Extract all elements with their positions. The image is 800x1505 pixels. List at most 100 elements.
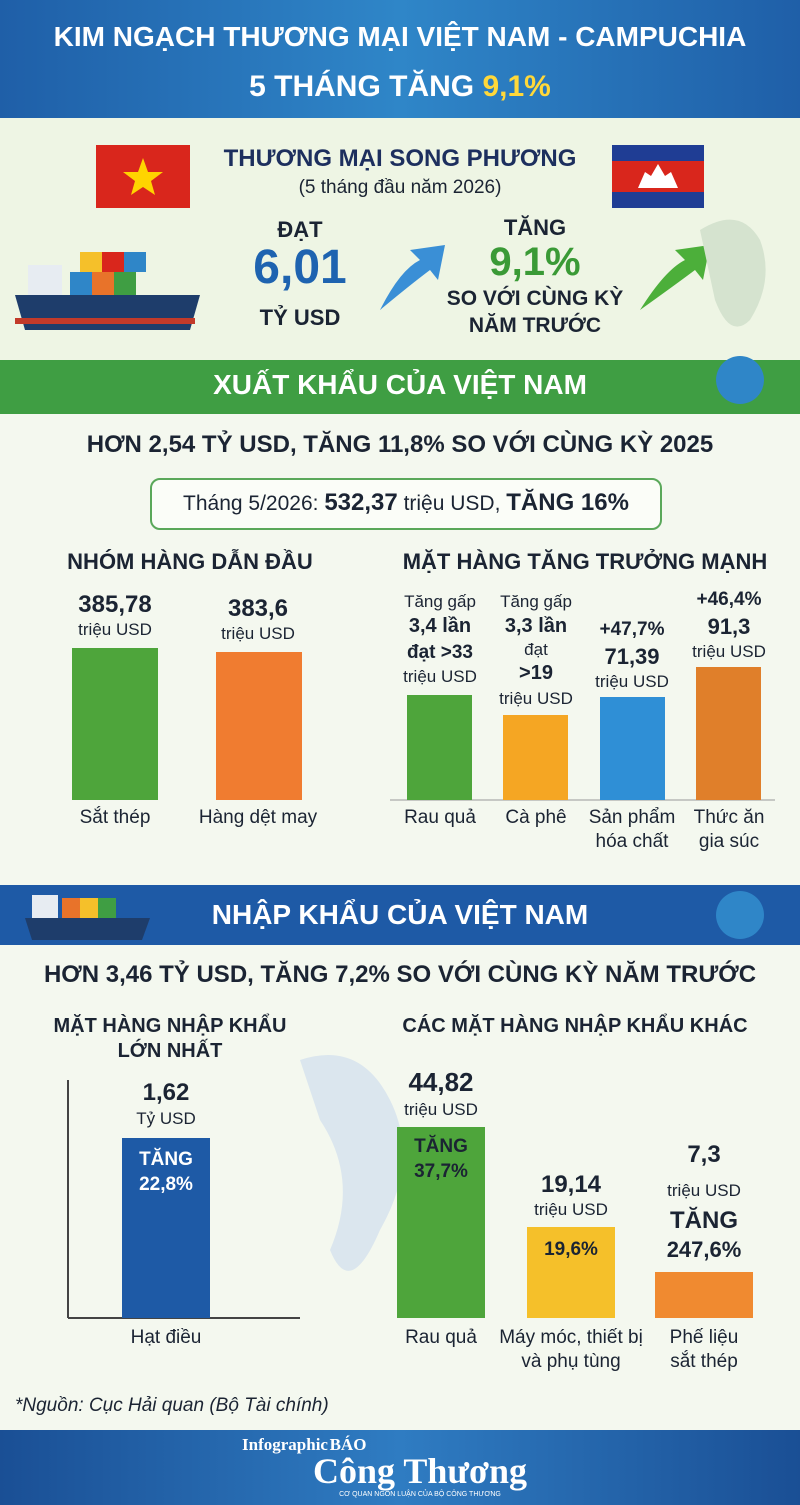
bar-text: TĂNG	[139, 1149, 193, 1170]
item-text: Tăng gấp	[500, 592, 572, 611]
brand-band	[0, 1430, 800, 1505]
bar	[655, 1272, 753, 1318]
month-unit: triệu USD,	[403, 492, 501, 515]
period: (5 tháng đầu năm 2026)	[298, 177, 502, 198]
section-title: THƯƠNG MẠI SONG PHƯƠNG	[223, 145, 577, 172]
item-text: 19,14	[540, 1171, 602, 1198]
label: ĐẠT	[277, 217, 323, 242]
item-label: hóa chất	[595, 831, 669, 852]
item-label: sắt thép	[670, 1351, 738, 1372]
bar	[72, 648, 158, 800]
item-label: Sắt thép	[79, 807, 151, 828]
item-label: Rau quả	[404, 807, 476, 828]
group-title: LỚN NHẤT	[117, 1040, 223, 1062]
item-text: 3,3 lần	[504, 615, 568, 637]
item-text: 7,3	[687, 1141, 721, 1168]
bar-text: 19,6%	[544, 1239, 598, 1260]
map-shape	[700, 219, 766, 327]
item-label: và phụ tùng	[521, 1351, 621, 1372]
summary: HƠN 3,46 TỶ USD, TĂNG 7,2% SO VỚI CÙNG K…	[43, 961, 757, 988]
bar	[527, 1227, 615, 1318]
note: NĂM TRƯỚC	[468, 314, 602, 337]
item-text: TĂNG	[670, 1207, 738, 1234]
group-title: MẶT HÀNG TĂNG TRƯỞNG MẠNH	[402, 549, 768, 574]
item-text: triệu USD	[78, 620, 152, 639]
item-text: triệu USD	[404, 1100, 478, 1119]
ship-import	[25, 895, 150, 940]
bar	[503, 715, 568, 800]
item-label: Sản phẩm	[588, 807, 676, 828]
note: SO VỚI CÙNG KỲ	[446, 287, 624, 310]
globe-icon	[716, 891, 764, 939]
item-text: +46,4%	[696, 589, 762, 610]
item-text: 1,62	[142, 1079, 190, 1106]
item-text: Tăng gấp	[404, 592, 476, 611]
item-label: Cà phê	[505, 807, 567, 828]
brand-tag: Infographic	[242, 1435, 328, 1454]
value: 9,1%	[489, 240, 581, 284]
item-label: gia súc	[698, 831, 760, 852]
banner-title: XUẤT KHẨU CỦA VIỆT NAM	[213, 369, 587, 400]
export-banner	[0, 360, 800, 414]
brand-small: BÁO	[329, 1435, 367, 1454]
label: TĂNG	[503, 215, 567, 240]
brand-name: Công Thương	[313, 1451, 527, 1491]
bar	[216, 652, 302, 800]
unit: TỶ USD	[259, 305, 341, 330]
item-text: triệu USD	[667, 1181, 741, 1200]
bar	[407, 695, 472, 800]
map-import	[300, 1055, 403, 1271]
item-text: Tỷ USD	[136, 1109, 196, 1128]
brand-slogan: CƠ QUAN NGÔN LUẬN CỦA BỘ CÔNG THƯƠNG	[339, 1491, 501, 1498]
month-line: Tháng 5/2026: 532,37 triệu USD, TĂNG 16%	[150, 489, 662, 516]
arrow-green	[640, 245, 710, 310]
item-text: 385,78	[78, 591, 152, 618]
item-label: Hàng dệt may	[198, 807, 318, 828]
item-label: Phế liệu	[669, 1327, 739, 1348]
item-text: triệu USD	[595, 672, 669, 691]
bar	[397, 1127, 485, 1318]
title-highlight: 9,1%	[482, 70, 551, 103]
item-label: Rau quả	[405, 1327, 477, 1348]
vn-star	[123, 158, 163, 195]
month-value: 532,37	[324, 489, 398, 516]
item-text: 247,6%	[666, 1237, 742, 1262]
group-title: MẶT HÀNG NHẬP KHẨU	[53, 1015, 287, 1037]
item-text: +47,7%	[599, 619, 665, 640]
bar-text: 22,8%	[139, 1174, 193, 1195]
summary: HƠN 2,54 TỶ USD, TĂNG 11,8% SO VỚI CÙNG …	[86, 431, 714, 458]
header-band	[0, 0, 800, 120]
month-growth: TĂNG 16%	[506, 489, 629, 516]
kh-temple	[638, 164, 678, 188]
month-box	[150, 478, 662, 530]
bar	[122, 1138, 210, 1318]
item-text: 383,6	[227, 595, 289, 622]
item-label: Hạt điều	[130, 1327, 202, 1348]
value: 6,01	[253, 241, 347, 294]
banner-title: NHẬP KHẨU CỦA VIỆT NAM	[211, 899, 589, 930]
item-label: Thức ăn	[693, 807, 765, 828]
title-text: 5 THÁNG TĂNG	[249, 70, 475, 103]
item-text: triệu USD	[692, 642, 766, 661]
bar	[600, 697, 665, 800]
item-text: triệu USD	[221, 624, 295, 643]
group-title: CÁC MẶT HÀNG NHẬP KHẨU KHÁC	[402, 1015, 748, 1037]
item-text: triệu USD	[534, 1200, 608, 1219]
source: *Nguồn: Cục Hải quan (Bộ Tài chính)	[15, 1395, 329, 1416]
item-text: 91,3	[707, 614, 751, 639]
month-label: Tháng 5/2026:	[183, 492, 319, 515]
item-text: đạt	[524, 640, 548, 659]
title: KIM NGẠCH THƯƠNG MẠI VIỆT NAM - CAMPUCHI…	[53, 21, 747, 52]
item-text: 44,82	[408, 1067, 474, 1097]
arrow-blue	[380, 245, 445, 310]
item-text: đạt >33	[406, 642, 473, 663]
bar-text: TĂNG	[414, 1136, 468, 1157]
item-text: >19	[519, 662, 553, 684]
item-label: Máy móc, thiết bị	[499, 1327, 643, 1348]
item-text: 3,4 lần	[408, 615, 472, 637]
bar	[696, 667, 761, 800]
bar-text: 37,7%	[414, 1161, 468, 1182]
